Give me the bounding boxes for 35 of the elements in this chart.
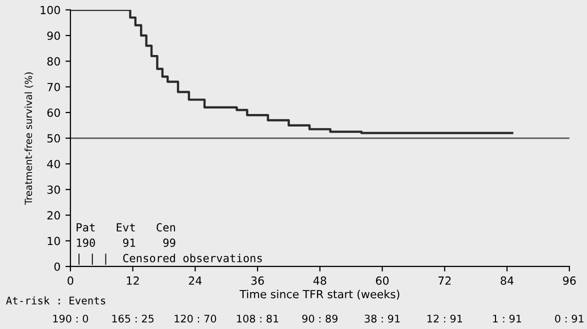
x-tick-label: 48: [313, 276, 326, 285]
text: 165 : 25: [112, 314, 154, 323]
text: 38 : 91: [364, 314, 400, 323]
text: 108 : 81: [237, 314, 278, 323]
x-tick-label: 24: [188, 276, 202, 285]
y-tick-label: 60: [47, 108, 60, 117]
y-tick-label: 10: [48, 236, 60, 246]
text: 120 : 70: [174, 314, 216, 323]
x-tick-label: 0: [68, 276, 74, 285]
y-tick-label: 30: [47, 185, 60, 194]
x-tick-label: 96: [563, 276, 576, 285]
x-tick-label: 84: [500, 276, 514, 285]
y-tick-label: 90: [47, 32, 60, 40]
x-tick-label: 36: [251, 276, 264, 285]
y-tick-label: 0: [54, 262, 60, 271]
text: 190 : 0: [53, 314, 88, 323]
x-tick-label: 12: [126, 276, 139, 285]
x-axis-title: Time since TFR start (weeks): [240, 290, 400, 300]
y-tick-label: 40: [47, 160, 60, 168]
x-tick-label: 60: [376, 276, 389, 285]
x-tick-label: 72: [438, 276, 451, 285]
y-tick-label: 50: [47, 134, 60, 143]
y-tick-label: 20: [47, 211, 60, 220]
text: 12 : 91: [427, 314, 462, 323]
y-tick-label: 100: [40, 6, 60, 14]
text: At-risk : Events: [6, 296, 106, 304]
y-tick-label: 70: [47, 82, 60, 92]
y-axis-title: Treatment-free survival (%): [24, 72, 34, 205]
annotation: 190 91 99: [76, 238, 176, 247]
annotation: Pat Evt Cen: [76, 223, 175, 232]
text: 1 : 91: [493, 314, 522, 323]
y-tick-label: 80: [47, 57, 60, 66]
text: 0 : 91: [555, 314, 584, 323]
annotation: | | | Censored observations: [78, 254, 262, 265]
text: 90 : 89: [302, 314, 338, 323]
